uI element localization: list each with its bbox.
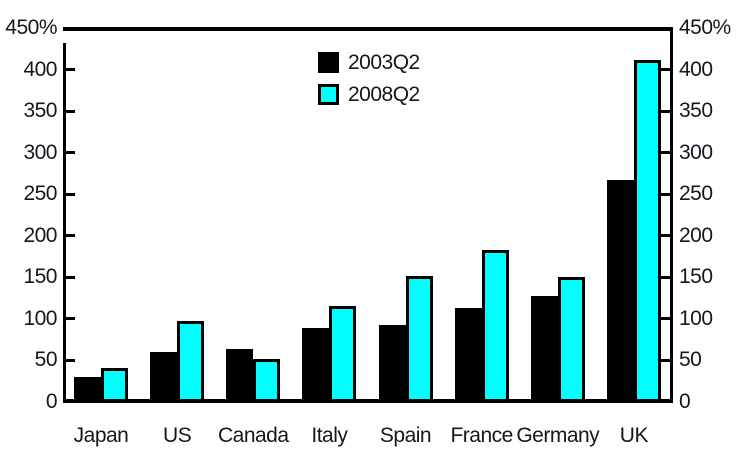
x-axis-label-france: France — [450, 424, 513, 447]
bar-uk-2003q2 — [606, 180, 634, 402]
left-y-axis-line — [63, 43, 66, 403]
bar-italy-2003q2 — [302, 328, 330, 402]
y-tick-right — [661, 358, 670, 362]
bar-uk-2008q2 — [633, 60, 661, 402]
y-axis-label-left-100: 100 — [23, 306, 57, 330]
legend-item-2003q2: 2003Q2 — [318, 52, 420, 73]
y-axis-label-right-50: 50 — [679, 348, 702, 372]
y-axis-label-left-300: 300 — [23, 140, 57, 164]
legend-item-2008q2: 2008Q2 — [318, 84, 420, 105]
y-axis-label-right-350: 350 — [679, 99, 713, 123]
bar-spain-2008q2 — [405, 275, 433, 402]
y-axis-label-left-50: 50 — [34, 348, 58, 372]
y-axis-label-left-200: 200 — [23, 223, 57, 247]
bar-us-2008q2 — [177, 321, 205, 402]
y-tick-left — [66, 151, 75, 155]
bar-germany-2008q2 — [557, 277, 585, 402]
bar-us-2003q2 — [150, 352, 178, 402]
legend-label-2003q2: 2003Q2 — [348, 51, 420, 74]
right-y-axis-line — [670, 27, 673, 403]
y-axis-label-left-450: 450% — [5, 16, 57, 39]
bar-italy-2008q2 — [329, 306, 357, 402]
top-frame-line — [63, 27, 673, 31]
bar-japan-2008q2 — [101, 367, 128, 402]
x-axis-label-japan: Japan — [73, 424, 129, 447]
y-tick-right — [661, 192, 670, 196]
x-axis-label-canada: Canada — [217, 424, 289, 447]
legend: 2003Q2 2008Q2 — [318, 52, 420, 116]
y-axis-label-left-150: 150 — [23, 265, 57, 289]
y-tick-left — [66, 192, 75, 196]
y-axis-label-left-350: 350 — [23, 99, 57, 123]
bar-france-2008q2 — [481, 249, 509, 402]
y-axis-label-left-400: 400 — [23, 57, 57, 81]
bar-canada-2003q2 — [226, 348, 254, 402]
x-axis-label-uk: UK — [619, 424, 649, 447]
bar-germany-2003q2 — [530, 295, 558, 402]
y-tick-right — [661, 275, 670, 279]
legend-swatch-2008q2 — [318, 84, 339, 105]
y-axis-label-right-250: 250 — [679, 182, 713, 206]
x-axis-label-germany: Germany — [516, 424, 600, 447]
y-tick-right — [661, 234, 670, 238]
y-tick-left — [66, 234, 75, 238]
y-tick-left — [66, 275, 75, 279]
y-tick-right — [661, 109, 670, 113]
y-axis-label-right-0: 0 — [679, 390, 691, 413]
y-tick-right — [661, 151, 670, 155]
y-tick-right — [661, 317, 670, 321]
y-axis-label-right-150: 150 — [679, 265, 713, 289]
bar-canada-2008q2 — [253, 358, 281, 402]
x-axis-label-us: US — [163, 424, 192, 447]
bar-japan-2003q2 — [74, 377, 101, 402]
bar-france-2003q2 — [454, 308, 482, 402]
legend-label-2008q2: 2008Q2 — [348, 83, 420, 106]
y-axis-label-right-100: 100 — [679, 306, 713, 330]
y-tick-left — [66, 317, 75, 321]
y-tick-right — [661, 68, 670, 72]
x-axis-label-spain: Spain — [379, 424, 432, 447]
y-axis-label-left-0: 0 — [45, 390, 58, 413]
y-tick-left — [66, 68, 75, 72]
y-axis-label-right-450: 450% — [679, 16, 731, 39]
legend-swatch-2003q2 — [318, 52, 339, 73]
y-axis-label-right-400: 400 — [679, 57, 713, 81]
bar-spain-2003q2 — [378, 324, 406, 402]
y-axis-label-left-250: 250 — [23, 182, 57, 206]
x-axis-baseline — [63, 399, 673, 403]
y-axis-label-right-300: 300 — [679, 140, 713, 164]
y-axis-label-right-200: 200 — [679, 223, 713, 247]
y-tick-left — [66, 358, 75, 362]
x-axis-label-italy: Italy — [311, 424, 348, 447]
y-tick-left — [66, 109, 75, 113]
